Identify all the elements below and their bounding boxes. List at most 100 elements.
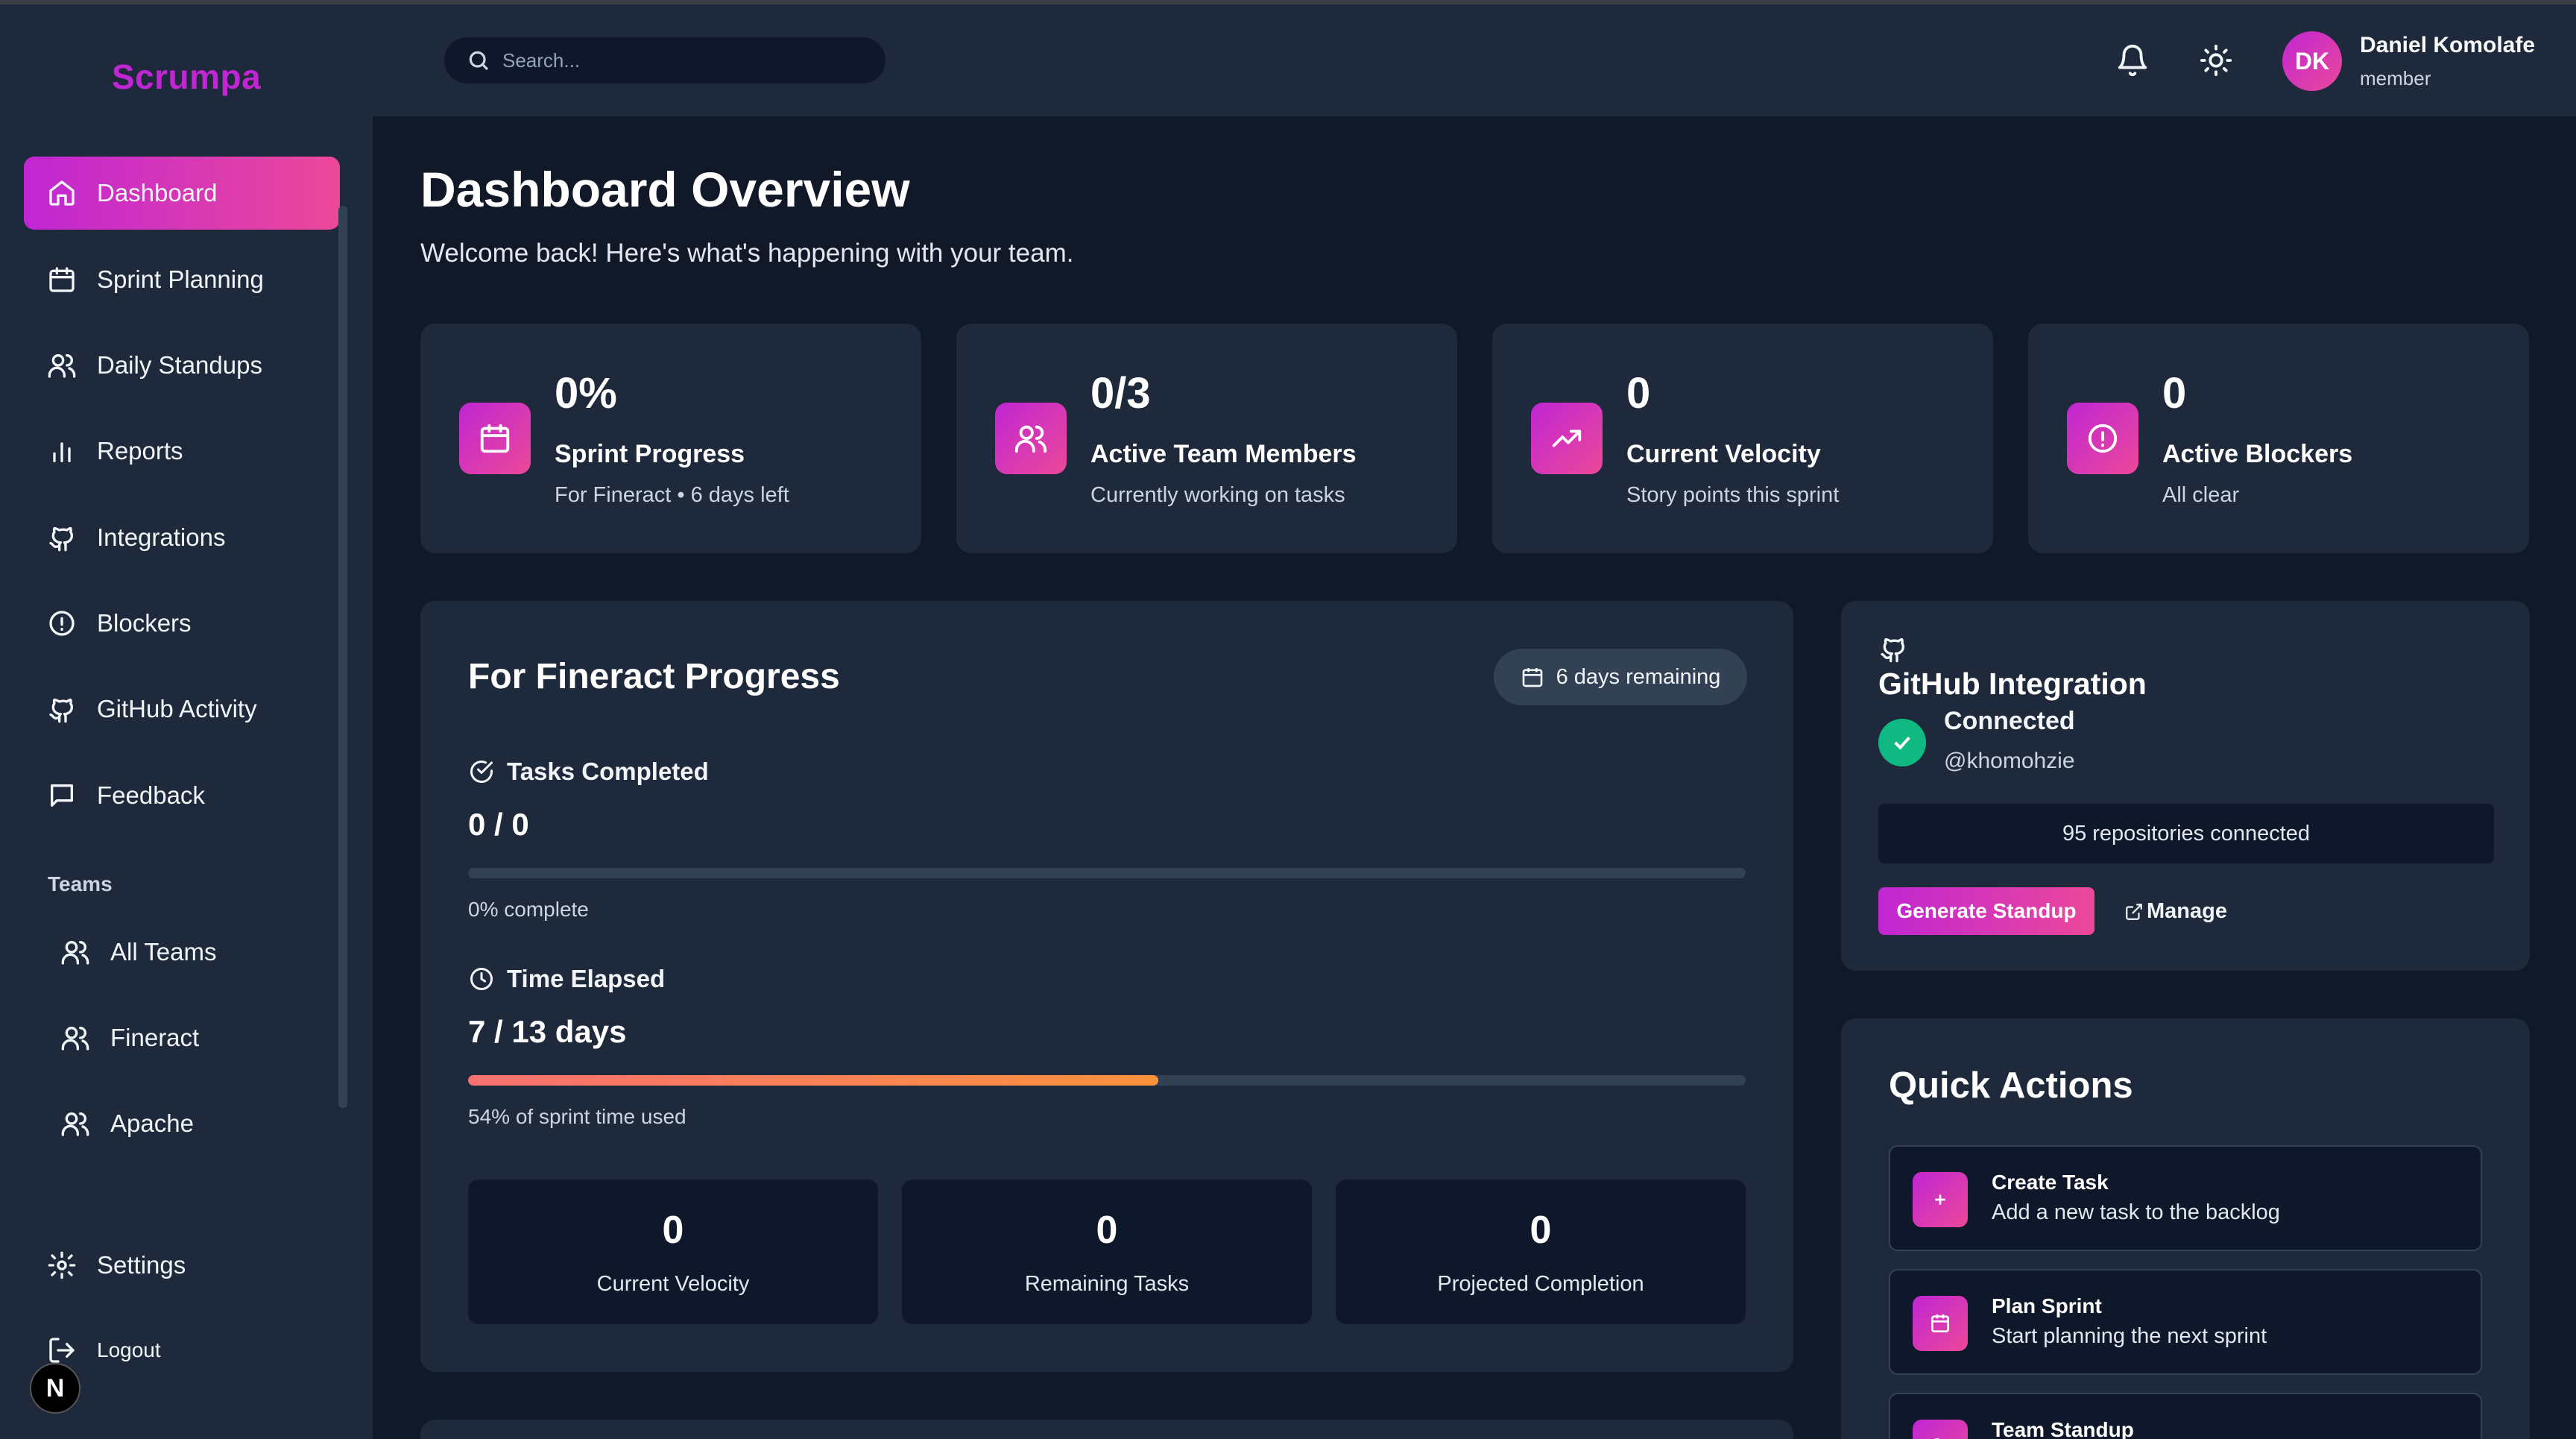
sidebar-team-label: All Teams <box>110 938 217 966</box>
generate-standup-button[interactable]: Generate Standup <box>1878 887 2094 935</box>
metric-value: 0 <box>662 1209 684 1252</box>
sidebar-team-all-teams[interactable]: All Teams <box>37 916 340 989</box>
users-icon <box>60 936 91 968</box>
github-icon <box>46 522 78 553</box>
tasks-completed-text: Tasks Completed <box>507 758 709 785</box>
teams-section-title: Teams <box>48 872 113 895</box>
bell-icon[interactable] <box>2115 43 2150 78</box>
github-username: @khomohzie <box>1944 749 2075 773</box>
calendar-icon <box>1913 1296 1968 1351</box>
manage-label: Manage <box>2147 899 2227 923</box>
stat-value: 0/3 <box>1090 369 1151 418</box>
stat-value: 0 <box>1626 369 1651 418</box>
stat-value: 0% <box>555 369 617 418</box>
sidebar-item-label: Reports <box>97 437 183 465</box>
quick-action-team-standup[interactable]: Team Standup <box>1889 1393 2482 1439</box>
stat-card-active-members: 0/3 Active Team Members Currently workin… <box>956 324 1457 553</box>
metric-label: Remaining Tasks <box>1024 1272 1190 1296</box>
quick-actions-title: Quick Actions <box>1889 1065 2133 1106</box>
sidebar-item-daily-standups[interactable]: Daily Standups <box>24 329 340 402</box>
logout-icon <box>46 1335 78 1366</box>
stat-note: Story points this sprint <box>1626 483 1840 507</box>
sidebar-item-github-activity[interactable]: GitHub Activity <box>24 673 340 746</box>
metric-label: Projected Completion <box>1437 1272 1644 1296</box>
sidebar: Scrumpa Dashboard Sprint Planning Daily … <box>0 4 373 1439</box>
users-icon <box>1913 1420 1968 1439</box>
search-input[interactable] <box>502 48 860 72</box>
app-logo[interactable]: Scrumpa <box>111 57 262 96</box>
sidebar-item-dashboard[interactable]: Dashboard <box>24 157 340 230</box>
quick-action-name: Team Standup <box>1992 1418 2134 1439</box>
page-subtitle: Welcome back! Here's what's happening wi… <box>420 239 1074 268</box>
message-square-icon <box>46 780 78 811</box>
github-integration-card: GitHub Integration Connected @khomohzie … <box>1841 601 2530 971</box>
user-role: member <box>2360 67 2431 89</box>
stat-value: 0 <box>2162 369 2187 418</box>
search-bar[interactable] <box>444 37 886 84</box>
sprint-progress-title: For Fineract Progress <box>468 657 840 696</box>
top-header: DK Daniel Komolafe member <box>373 4 2576 116</box>
sidebar-scroll-clip <box>0 1196 343 1226</box>
bar-chart-icon <box>46 435 78 467</box>
tasks-completed-label: Tasks Completed <box>468 758 709 786</box>
manage-link[interactable]: Manage <box>2124 899 2227 924</box>
trending-up-icon <box>1531 403 1603 474</box>
sun-icon[interactable] <box>2199 43 2233 78</box>
tasks-completed-value: 0 / 0 <box>468 807 529 842</box>
sidebar-item-label: Daily Standups <box>97 351 262 379</box>
check-circle-icon <box>470 761 493 783</box>
github-integration-title: GitHub Integration <box>1878 667 2147 701</box>
avatar[interactable]: DK <box>2282 31 2342 91</box>
quick-action-name: Plan Sprint <box>1992 1294 2102 1317</box>
sprint-progress-card: For Fineract Progress 6 days remaining T… <box>420 601 1793 1372</box>
sidebar-item-logout[interactable]: Logout <box>24 1314 340 1387</box>
stat-label: Sprint Progress <box>555 440 745 468</box>
sidebar-item-settings[interactable]: Settings <box>24 1229 340 1302</box>
stat-card-active-blockers: 0 Active Blockers All clear <box>2028 324 2529 553</box>
quick-action-desc: Start planning the next sprint <box>1992 1324 2267 1348</box>
stat-note: Currently working on tasks <box>1090 483 1345 507</box>
quick-action-create-task[interactable]: Create Task Add a new task to the backlo… <box>1889 1145 2482 1251</box>
page-title: Dashboard Overview <box>420 162 910 217</box>
gear-icon <box>46 1250 78 1281</box>
sidebar-item-blockers[interactable]: Blockers <box>24 587 340 660</box>
users-icon <box>60 1022 91 1054</box>
sidebar-team-fineract[interactable]: Fineract <box>37 1001 340 1074</box>
search-icon <box>469 51 489 71</box>
sidebar-item-integrations[interactable]: Integrations <box>24 501 340 574</box>
quick-action-plan-sprint[interactable]: Plan Sprint Start planning the next spri… <box>1889 1269 2482 1375</box>
plus-icon <box>1913 1172 1968 1227</box>
check-icon <box>1878 719 1926 766</box>
metric-card-remaining-tasks: 0 Remaining Tasks <box>902 1180 1312 1324</box>
dev-tools-badge[interactable]: N <box>30 1363 80 1414</box>
tasks-progress-note: 0% complete <box>468 898 589 921</box>
sidebar-scrollbar[interactable] <box>338 206 347 1108</box>
stat-note: All clear <box>2162 483 2240 507</box>
calendar-icon <box>459 403 531 474</box>
sidebar-item-reports[interactable]: Reports <box>24 415 340 488</box>
time-progress-note: 54% of sprint time used <box>468 1105 686 1128</box>
days-remaining-text: 6 days remaining <box>1556 664 1721 689</box>
sidebar-item-sprint-planning[interactable]: Sprint Planning <box>24 243 340 316</box>
window-top-border <box>0 0 2576 4</box>
sidebar-item-label: Feedback <box>97 781 205 809</box>
metric-value: 0 <box>1530 1209 1552 1252</box>
sidebar-team-apache[interactable]: Apache <box>37 1087 340 1160</box>
quick-actions-card: Quick Actions Create Task Add a new task… <box>1841 1018 2530 1439</box>
sidebar-item-label: GitHub Activity <box>97 695 257 722</box>
clock-icon <box>470 968 493 990</box>
sidebar-item-feedback[interactable]: Feedback <box>24 759 340 832</box>
sidebar-item-label: Settings <box>97 1251 186 1279</box>
github-icon <box>1878 634 1910 665</box>
time-elapsed-value: 7 / 13 days <box>468 1014 627 1049</box>
repositories-count: 95 repositories connected <box>1878 804 2494 863</box>
stat-label: Current Velocity <box>1626 440 1821 468</box>
sidebar-item-label: Logout <box>97 1338 161 1361</box>
external-link-icon <box>2126 903 2142 920</box>
sidebar-item-label: Dashboard <box>97 179 218 207</box>
next-section-card <box>420 1420 1793 1439</box>
metric-card-projected-completion: 0 Projected Completion <box>1336 1180 1746 1324</box>
days-remaining-pill: 6 days remaining <box>1494 649 1747 705</box>
user-name: Daniel Komolafe <box>2360 33 2536 57</box>
time-progress-fill <box>468 1075 1158 1086</box>
